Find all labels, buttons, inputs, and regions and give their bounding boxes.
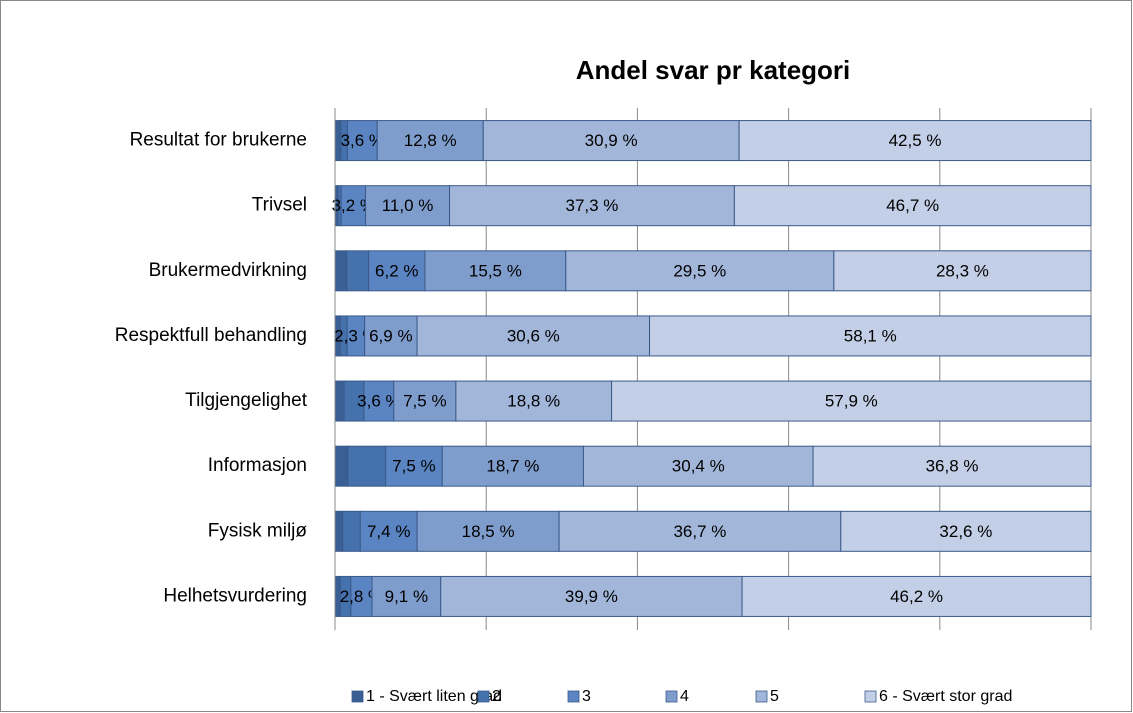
bar-segment	[449, 185, 735, 227]
legend-swatch	[477, 690, 490, 703]
bar-segment	[340, 185, 367, 227]
data-label: 37,3 %	[565, 196, 618, 215]
bar-segment	[347, 445, 387, 487]
category-label: Trivsel	[252, 195, 307, 216]
bar-segment	[812, 445, 1092, 487]
data-label: 42,5 %	[889, 131, 942, 150]
category-label: Fysisk miljø	[208, 520, 308, 541]
legend-label: 4	[680, 688, 689, 705]
legend-label: 5	[770, 688, 779, 705]
legend-label: 6 - Svært stor grad	[879, 688, 1012, 705]
data-label: 7,5 %	[392, 457, 435, 476]
bar-segment	[440, 575, 743, 617]
data-label: 18,5 %	[462, 522, 515, 541]
legend-label: 1 - Svært liten grad	[366, 688, 502, 705]
data-label: 46,2 %	[890, 587, 943, 606]
category-label: Tilgjengelighet	[185, 390, 308, 411]
bar-segment	[565, 250, 835, 292]
bar-segment	[364, 315, 418, 357]
data-label: 3,6 %	[357, 392, 400, 411]
data-label: 57,9 %	[825, 392, 878, 411]
bar-segment	[365, 185, 451, 227]
data-label: 46,7 %	[886, 196, 939, 215]
bar-segment	[368, 250, 426, 292]
data-label: 39,9 %	[565, 587, 618, 606]
data-label: 30,4 %	[672, 457, 725, 476]
data-label: 7,5 %	[403, 392, 446, 411]
bar-segment	[334, 380, 345, 422]
bar-segment	[582, 445, 814, 487]
data-label: 36,7 %	[673, 522, 726, 541]
data-label: 12,8 %	[404, 131, 457, 150]
bar-segment	[424, 250, 567, 292]
bar-segment	[385, 445, 443, 487]
data-label: 18,8 %	[507, 392, 560, 411]
bar-segment	[733, 185, 1092, 227]
legend-swatch	[864, 690, 877, 703]
data-label: 3,6 %	[341, 131, 384, 150]
bar-segment	[611, 380, 1092, 422]
bar-segment	[833, 250, 1092, 292]
data-label: 32,6 %	[939, 522, 992, 541]
bar-segment	[393, 380, 457, 422]
data-label: 9,1 %	[385, 587, 428, 606]
data-label: 28,3 %	[936, 261, 989, 280]
data-label: 7,4 %	[367, 522, 410, 541]
bar-segment	[346, 250, 370, 292]
bar-segment	[334, 445, 349, 487]
data-label: 15,5 %	[469, 261, 522, 280]
category-label: Brukermedvirkning	[149, 260, 307, 281]
data-label: 6,9 %	[369, 326, 412, 345]
category-label: Informasjon	[208, 455, 307, 476]
data-label: 3,2 %	[332, 196, 375, 215]
legend-label: 3	[582, 688, 591, 705]
legend-swatch	[755, 690, 768, 703]
bar-segment	[416, 315, 651, 357]
bar-segment	[342, 510, 361, 552]
bar-segment	[741, 575, 1092, 617]
category-label: Resultat for brukerne	[130, 130, 307, 151]
data-label: 58,1 %	[844, 326, 897, 345]
bar-segment	[482, 120, 740, 162]
legend-swatch	[567, 690, 580, 703]
bar-segment	[558, 510, 842, 552]
bar-segment	[649, 315, 1092, 357]
bar-segment	[334, 250, 348, 292]
bar-segment	[346, 120, 378, 162]
data-label: 36,8 %	[926, 457, 979, 476]
data-label: 30,6 %	[507, 326, 560, 345]
category-label: Respektfull behandling	[115, 325, 307, 346]
bar-segment	[840, 510, 1092, 552]
category-label: Helhetsvurdering	[163, 585, 307, 606]
data-label: 29,5 %	[673, 261, 726, 280]
bar-segment	[334, 510, 344, 552]
data-label: 30,9 %	[585, 131, 638, 150]
legend-label: 2	[492, 688, 501, 705]
data-label: 18,7 %	[486, 457, 539, 476]
bar-segment	[738, 120, 1092, 162]
chart-title: Andel svar pr kategori	[576, 55, 851, 85]
data-label: 6,2 %	[375, 261, 418, 280]
bar-segment	[363, 380, 395, 422]
legend-swatch	[351, 690, 364, 703]
legend-swatch	[665, 690, 678, 703]
data-label: 11,0 %	[382, 196, 434, 215]
bar-segment	[359, 510, 418, 552]
bar-segment	[455, 380, 613, 422]
